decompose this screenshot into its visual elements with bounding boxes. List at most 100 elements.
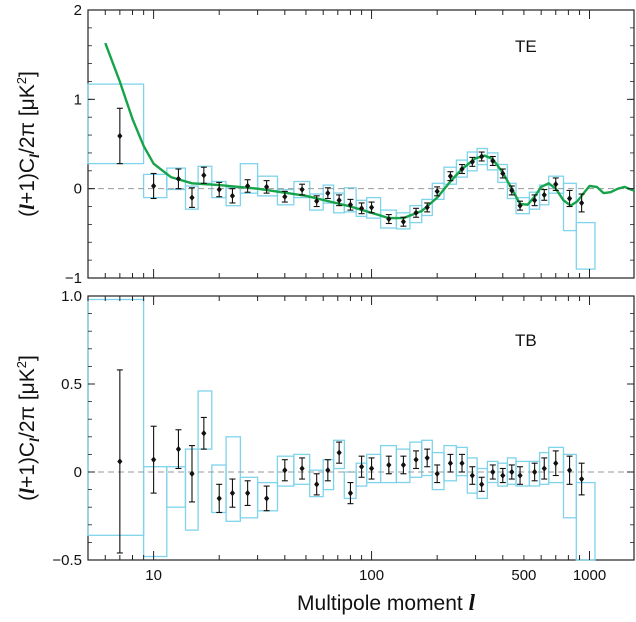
- x-axis-label: Multipole moment l: [297, 590, 476, 615]
- data-marker: [325, 189, 331, 197]
- te-bin-box: [293, 180, 311, 199]
- te-bin-box: [497, 163, 509, 184]
- te-data-point: [229, 188, 236, 204]
- tb-data-point: [447, 453, 454, 473]
- data-marker: [434, 188, 440, 195]
- te-data-point: [499, 168, 506, 179]
- data-marker: [358, 205, 365, 212]
- te-data-point: [281, 190, 288, 203]
- te-y-axis: −1 0 1 2: [65, 2, 634, 287]
- tb-data-point: [531, 462, 538, 482]
- tb-data-point: [541, 457, 548, 480]
- tb-bin-box: [515, 460, 531, 487]
- data-marker: [579, 475, 585, 483]
- tb-data-point: [116, 369, 123, 554]
- data-marker: [566, 195, 573, 202]
- te-panel-tag: TE: [515, 37, 537, 56]
- data-marker: [579, 199, 585, 207]
- tb-plot-frame: [87, 295, 635, 561]
- data-marker: [400, 218, 407, 225]
- te-bin-box: [506, 182, 517, 200]
- tb-bin-box: [431, 451, 445, 491]
- data-marker: [325, 467, 331, 474]
- tb-ytick-label: 0.5: [61, 376, 82, 393]
- te-bin-box: [575, 221, 596, 270]
- data-marker: [447, 172, 453, 180]
- tb-y-axis-label: (l+1)Cl/2π [μK2]: [14, 355, 43, 501]
- data-marker: [541, 465, 547, 472]
- data-marker: [117, 132, 123, 140]
- tb-data-point: [188, 445, 195, 503]
- tb-bin-box: [322, 459, 335, 491]
- tb-xtick-label: 10: [145, 567, 162, 584]
- te-data-point: [489, 155, 496, 166]
- te-ytick-label: 2: [74, 2, 82, 19]
- data-marker: [490, 468, 496, 476]
- te-data-point: [263, 180, 270, 194]
- te-data-point: [424, 202, 431, 213]
- data-marker: [368, 465, 375, 472]
- te-data-point: [336, 194, 343, 207]
- te-bin-box: [166, 167, 187, 191]
- data-marker: [201, 430, 207, 437]
- te-data-point: [116, 107, 123, 165]
- data-marker: [151, 456, 157, 463]
- tb-data-point: [517, 466, 524, 485]
- tb-data-point: [358, 455, 365, 478]
- te-bin-box: [366, 196, 382, 219]
- data-marker: [189, 194, 195, 201]
- te-bin-box: [225, 187, 242, 207]
- tb-data-point: [434, 464, 441, 484]
- te-data-point: [566, 189, 573, 208]
- data-marker: [245, 182, 251, 190]
- data-marker: [509, 468, 515, 476]
- data-marker: [386, 461, 392, 469]
- te-ytick-label: −1: [65, 270, 82, 287]
- data-marker: [447, 460, 453, 467]
- data-marker: [517, 472, 523, 479]
- tb-data-point: [175, 429, 182, 470]
- te-data-point: [413, 207, 420, 218]
- tb-data-point: [263, 485, 270, 512]
- data-marker: [336, 449, 342, 456]
- tb-data-point: [385, 455, 392, 475]
- tb-data-point: [244, 480, 251, 506]
- tb-panel-tag: TB: [515, 331, 537, 350]
- tb-data-point: [281, 459, 288, 482]
- tb-data-point: [552, 450, 559, 477]
- tb-data-points: [116, 369, 585, 554]
- te-data-point: [175, 168, 182, 190]
- data-marker: [517, 202, 523, 209]
- tb-bin-box: [575, 481, 596, 561]
- tb-bin-box: [166, 466, 187, 508]
- data-marker: [479, 153, 485, 160]
- tb-data-point: [200, 416, 207, 450]
- data-marker: [282, 193, 288, 200]
- tb-data-point: [566, 455, 573, 485]
- tb-data-point: [313, 473, 320, 496]
- te-bin-box: [87, 83, 145, 165]
- tb-data-point: [413, 450, 420, 470]
- data-marker: [509, 187, 515, 194]
- data-marker: [400, 461, 407, 469]
- data-marker: [264, 183, 270, 191]
- data-marker: [532, 197, 538, 204]
- te-data-point: [368, 201, 375, 214]
- tb-y-axis: −0.5 0 0.5 1.0: [52, 288, 634, 569]
- te-data-point: [313, 195, 320, 208]
- data-marker: [314, 481, 320, 488]
- te-bin-box: [184, 185, 199, 210]
- data-marker: [490, 157, 496, 165]
- te-bin-box: [486, 152, 499, 171]
- tb-bin-boxes: [87, 298, 596, 561]
- data-marker: [282, 467, 288, 474]
- tb-bin-box: [87, 298, 145, 536]
- data-marker: [434, 470, 440, 477]
- data-marker: [229, 489, 236, 497]
- data-marker: [229, 192, 236, 200]
- data-marker: [424, 204, 430, 211]
- tb-bin-box: [476, 467, 489, 500]
- data-marker: [347, 489, 354, 497]
- te-ytick-label: 1: [74, 91, 82, 108]
